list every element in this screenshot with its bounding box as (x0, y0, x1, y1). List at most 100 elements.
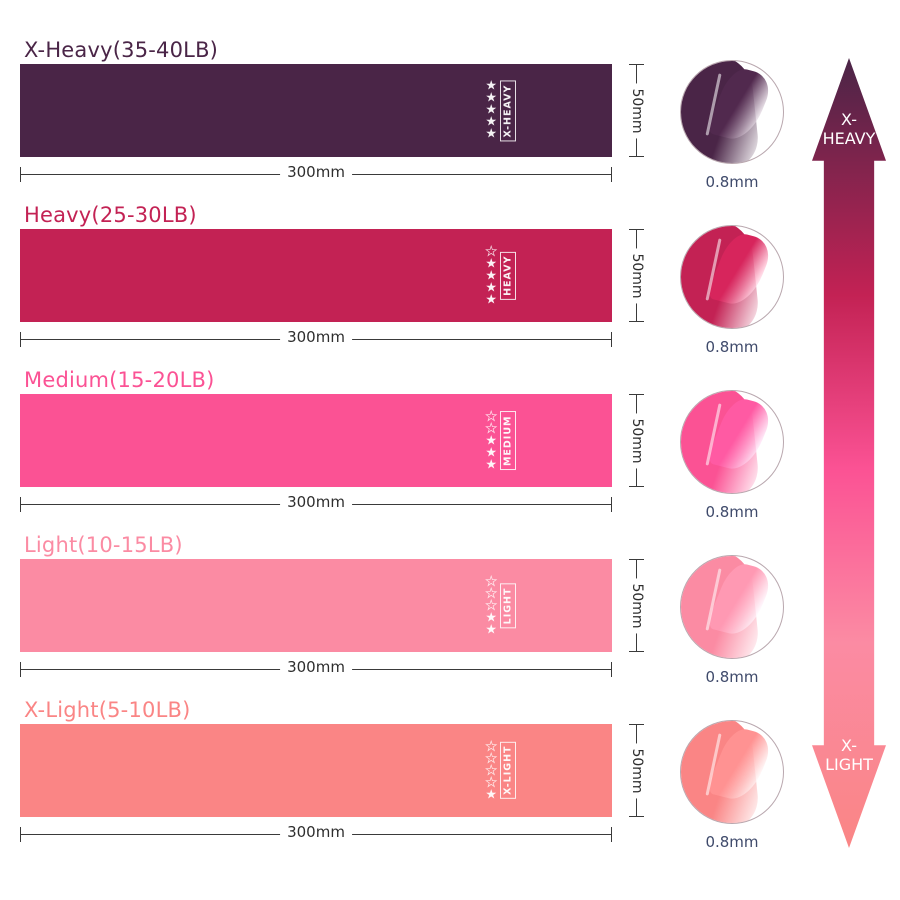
band-edge-photo-medium (680, 390, 784, 494)
height-dimension-label-x-light: 50mm (629, 742, 645, 799)
band-title-x-heavy: X-Heavy(35-40LB) (24, 38, 219, 62)
dimension-tick-left (20, 662, 21, 677)
band-edge-photo-x-heavy (680, 60, 784, 164)
dimension-tick-right (611, 662, 612, 677)
star-outline-icon: ★ (485, 598, 497, 613)
thickness-inset-light: 0.8mm (668, 555, 796, 686)
dimension-tick-bottom (629, 651, 644, 652)
dimension-tick-right (611, 167, 612, 182)
width-dimension-x-heavy: 300mm (20, 163, 612, 185)
thickness-inset-medium: 0.8mm (668, 390, 796, 521)
dimension-tick-top (629, 724, 644, 725)
band-print-mark-x-heavy: ★ ★ ★ ★ ★ X-HEAVY (485, 80, 516, 141)
star-outline-icon: ★ (485, 409, 497, 424)
dimension-tick-top (629, 229, 644, 230)
band-strip-heavy: ★ ★ ★ ★ ★ HEAVY (20, 229, 612, 322)
star-filled-icon: ★ (485, 292, 497, 307)
dimension-tick-bottom (629, 486, 644, 487)
thickness-inset-x-heavy: 0.8mm (668, 60, 796, 191)
band-level-stamp-x-light: X-LIGHT (500, 741, 516, 800)
star-outline-icon: ★ (485, 586, 497, 601)
dimension-tick-left (20, 167, 21, 182)
star-filled-icon: ★ (485, 79, 497, 94)
star-outline-icon: ★ (485, 763, 497, 778)
band-print-mark-x-light: ★ ★ ★ ★ ★ X-LIGHT (485, 739, 516, 802)
band-title-medium: Medium(15-20LB) (24, 368, 215, 392)
width-dimension-label-x-heavy: 300mm (280, 163, 352, 181)
band-strip-light: ★ ★ ★ ★ ★ LIGHT (20, 559, 612, 652)
arrow-bottom-label-line1: X- (841, 736, 857, 755)
height-dimension-light: 50mm (622, 559, 652, 652)
thickness-label-heavy: 0.8mm (705, 338, 759, 356)
star-outline-icon: ★ (485, 775, 497, 790)
band-level-stamp-x-heavy: X-HEAVY (500, 80, 516, 141)
star-filled-icon: ★ (485, 787, 497, 802)
width-dimension-light: 300mm (20, 658, 612, 680)
band-title-light: Light(10-15LB) (24, 533, 183, 557)
height-dimension-label-heavy: 50mm (629, 247, 645, 304)
double-arrow-icon (812, 58, 886, 848)
dimension-tick-right (611, 497, 612, 512)
thickness-label-light: 0.8mm (705, 668, 759, 686)
dimension-tick-left (20, 332, 21, 347)
band-edge-photo-heavy (680, 225, 784, 329)
dimension-tick-top (629, 394, 644, 395)
width-dimension-label-light: 300mm (280, 658, 352, 676)
star-rating-x-heavy: ★ ★ ★ ★ ★ (485, 79, 497, 142)
star-rating-x-light: ★ ★ ★ ★ ★ (485, 739, 497, 802)
star-rating-medium: ★ ★ ★ ★ ★ (485, 409, 497, 472)
height-dimension-x-light: 50mm (622, 724, 652, 817)
star-filled-icon: ★ (485, 457, 497, 472)
thickness-label-medium: 0.8mm (705, 503, 759, 521)
band-strip-x-heavy: ★ ★ ★ ★ ★ X-HEAVY (20, 64, 612, 157)
star-rating-heavy: ★ ★ ★ ★ ★ (485, 245, 497, 307)
star-filled-icon: ★ (485, 433, 497, 448)
height-dimension-label-light: 50mm (629, 577, 645, 634)
height-dimension-label-x-heavy: 50mm (629, 82, 645, 139)
band-title-x-light: X-Light(5-10LB) (24, 698, 191, 722)
band-print-mark-heavy: ★ ★ ★ ★ ★ HEAVY (485, 245, 516, 307)
star-filled-icon: ★ (485, 115, 497, 130)
dimension-tick-right (611, 827, 612, 842)
width-dimension-medium: 300mm (20, 493, 612, 515)
thickness-label-x-heavy: 0.8mm (705, 173, 759, 191)
band-print-mark-light: ★ ★ ★ ★ ★ LIGHT (485, 574, 516, 637)
dimension-tick-bottom (629, 156, 644, 157)
width-dimension-x-light: 300mm (20, 823, 612, 845)
arrow-top-label-line2: HEAVY (822, 129, 876, 148)
star-outline-icon: ★ (485, 751, 497, 766)
height-dimension-medium: 50mm (622, 394, 652, 487)
thickness-inset-heavy: 0.8mm (668, 225, 796, 356)
dimension-tick-right (611, 332, 612, 347)
star-outline-icon: ★ (485, 574, 497, 589)
star-filled-icon: ★ (485, 445, 497, 460)
thickness-label-x-light: 0.8mm (705, 833, 759, 851)
resistance-scale-arrow: X- HEAVY X- LIGHT (812, 58, 886, 848)
star-filled-icon: ★ (485, 256, 497, 271)
star-filled-icon: ★ (485, 280, 497, 295)
star-filled-icon: ★ (485, 127, 497, 142)
arrow-bottom-label-line2: LIGHT (825, 755, 873, 774)
width-dimension-label-medium: 300mm (280, 493, 352, 511)
star-filled-icon: ★ (485, 268, 497, 283)
star-filled-icon: ★ (485, 91, 497, 106)
height-dimension-x-heavy: 50mm (622, 64, 652, 157)
star-filled-icon: ★ (485, 622, 497, 637)
dimension-tick-bottom (629, 816, 644, 817)
dimension-tick-top (629, 559, 644, 560)
band-print-mark-medium: ★ ★ ★ ★ ★ MEDIUM (485, 409, 516, 472)
dimension-tick-left (20, 497, 21, 512)
dimension-tick-bottom (629, 321, 644, 322)
height-dimension-heavy: 50mm (622, 229, 652, 322)
star-outline-icon: ★ (485, 739, 497, 754)
band-level-stamp-heavy: HEAVY (500, 251, 516, 300)
star-outline-icon: ★ (485, 421, 497, 436)
arrow-top-label-line1: X- (841, 110, 857, 129)
width-dimension-label-heavy: 300mm (280, 328, 352, 346)
arrow-top-label: X- HEAVY (812, 110, 886, 148)
band-level-stamp-light: LIGHT (500, 583, 516, 628)
band-title-heavy: Heavy(25-30LB) (24, 203, 197, 227)
arrow-bottom-label: X- LIGHT (812, 736, 886, 774)
band-strip-medium: ★ ★ ★ ★ ★ MEDIUM (20, 394, 612, 487)
